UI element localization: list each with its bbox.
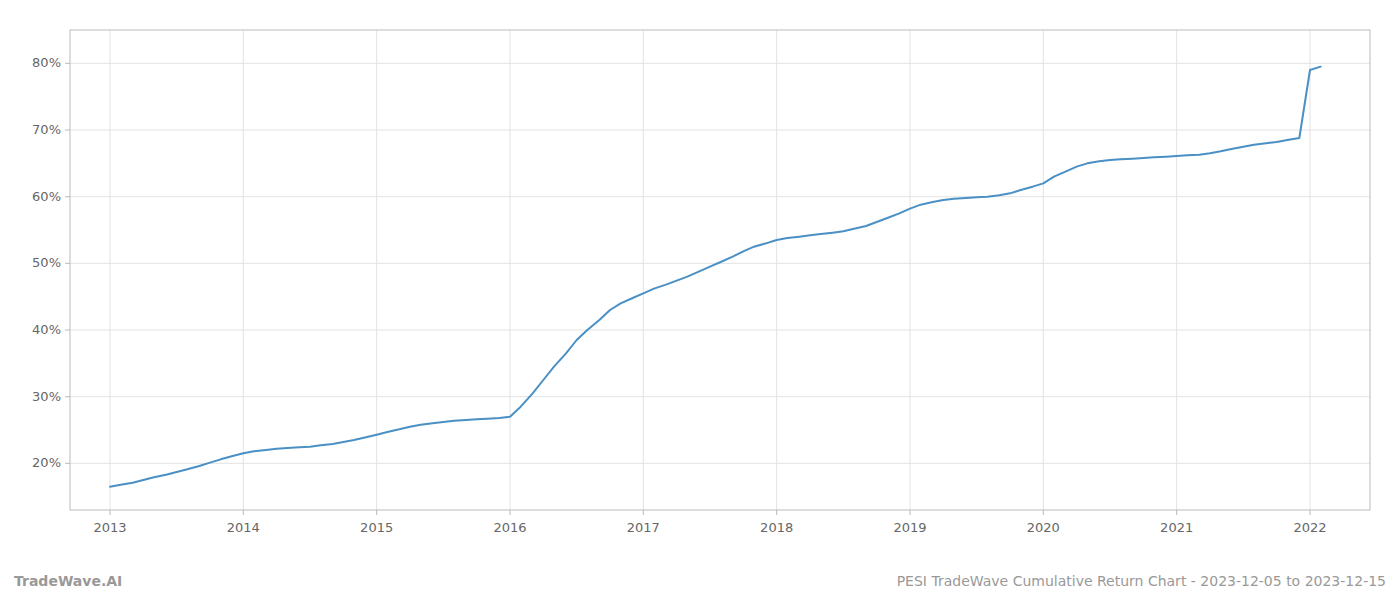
x-tick [776, 510, 777, 515]
x-tick [243, 510, 244, 515]
grid-line-x [110, 30, 111, 510]
grid-line-y [70, 396, 1370, 397]
y-tick [65, 463, 70, 464]
grid-line-x [643, 30, 644, 510]
y-tick-label: 70% [32, 122, 61, 137]
x-tick-label: 2017 [627, 520, 660, 535]
x-tick-label: 2020 [1027, 520, 1060, 535]
x-tick-label: 2015 [360, 520, 393, 535]
y-tick [65, 63, 70, 64]
grid-line-y [70, 463, 1370, 464]
x-tick [1176, 510, 1177, 515]
axes: 2013 2014 2015 2016 2017 2018 2019 2020 2021 2022… [32, 55, 1326, 535]
grid-line-x [243, 30, 244, 510]
plot-frame [70, 30, 1370, 510]
y-tick-label: 30% [32, 389, 61, 404]
footer-right: PESI TradeWave Cumulative Return Chart -… [897, 573, 1386, 589]
x-tick-label: 2014 [227, 520, 260, 535]
x-tick-label: 2019 [893, 520, 926, 535]
grid-line-x [1310, 30, 1311, 510]
y-tick [65, 330, 70, 331]
x-tick-label: 2022 [1293, 520, 1326, 535]
grid-line-x [510, 30, 511, 510]
grid-line-x [376, 30, 377, 510]
grid-line-y [70, 130, 1370, 131]
x-tick [910, 510, 911, 515]
chart: 2013 2014 2015 2016 2017 2018 2019 2020 2021 2022… [0, 0, 1400, 600]
line [110, 67, 1321, 487]
y-tick-label: 60% [32, 189, 61, 204]
y-tick-label: 80% [32, 55, 61, 70]
grid-line-y [70, 196, 1370, 197]
x-tick [110, 510, 111, 515]
grid-line-x [776, 30, 777, 510]
x-tick [376, 510, 377, 515]
grid-line-x [1176, 30, 1177, 510]
x-tick-label: 2016 [493, 520, 526, 535]
y-tick-label: 50% [32, 255, 61, 270]
x-tick [1310, 510, 1311, 515]
grid-line-y [70, 63, 1370, 64]
grid-line-y [70, 330, 1370, 331]
y-tick [65, 396, 70, 397]
footer-left: TradeWave.AI [14, 573, 122, 589]
x-tick [510, 510, 511, 515]
data [110, 67, 1321, 487]
x-tick [643, 510, 644, 515]
grid-line-x [1043, 30, 1044, 510]
x-tick-label: 2021 [1160, 520, 1193, 535]
y-tick-label: 20% [32, 455, 61, 470]
x-tick-label: 2018 [760, 520, 793, 535]
x-tick [1043, 510, 1044, 515]
grid-line-x [910, 30, 911, 510]
y-tick [65, 130, 70, 131]
x-tick-label: 2013 [93, 520, 126, 535]
y-tick [65, 196, 70, 197]
y-tick [65, 263, 70, 264]
grid [70, 30, 1370, 510]
y-tick-label: 40% [32, 322, 61, 337]
